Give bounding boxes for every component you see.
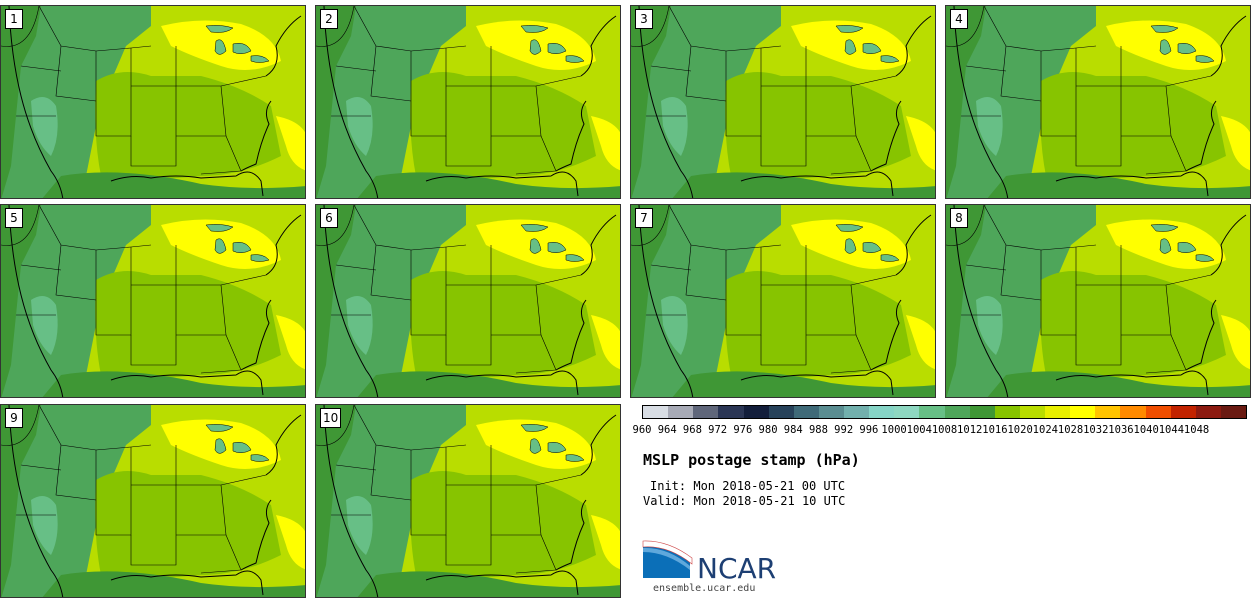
member-label: 6	[320, 208, 338, 228]
colorbar-swatch	[1120, 406, 1146, 418]
map-panel-2: 2	[315, 5, 621, 199]
colorbar-tick-label: 1008	[931, 424, 958, 436]
colorbar-tick-label: 992	[834, 424, 854, 436]
colorbar-tick-label: 1048	[1183, 424, 1210, 436]
colorbar-swatch	[818, 406, 844, 418]
member-label: 5	[5, 208, 23, 228]
colorbar-tick-label: 1024	[1032, 424, 1058, 436]
colorbar-swatch	[1070, 406, 1096, 418]
member-label: 4	[950, 9, 968, 29]
map-panel-3: 3	[630, 5, 936, 199]
colorbar-tick-label: 1020	[1007, 424, 1033, 436]
colorbar-tick-label: 1028	[1057, 424, 1084, 436]
map-panel-5: 5	[0, 204, 306, 398]
map-panel-4: 4	[945, 5, 1251, 199]
colorbar-tick-label: 996	[859, 424, 879, 436]
colorbar-ticks: 960 964 968 972 976 980 984 988 992 996 1000 1004 10…	[633, 424, 1247, 438]
map-panel-8: 8	[945, 204, 1251, 398]
member-label: 7	[635, 208, 653, 228]
member-label: 1	[5, 9, 23, 29]
colorbar-tick-label: 976	[733, 424, 753, 436]
colorbar-swatch	[844, 406, 870, 418]
colorbar-swatch	[969, 406, 995, 418]
colorbar-swatch	[1095, 406, 1121, 418]
colorbar-tick-label: 960	[632, 424, 652, 436]
colorbar-swatch	[768, 406, 794, 418]
colorbar-swatch	[693, 406, 719, 418]
colorbar-tick-label: 972	[708, 424, 728, 436]
colorbar-tick-label: 980	[758, 424, 778, 436]
init-time: Init: Mon 2018-05-21 00 UTC	[650, 479, 846, 493]
map-panel-9: 9	[0, 404, 306, 598]
colorbar-swatch	[1170, 406, 1196, 418]
colorbar-tick-label: 1016	[982, 424, 1008, 436]
colorbar-swatch	[643, 406, 669, 418]
colorbar-tick-label: 1044	[1158, 424, 1185, 436]
colorbar-swatch	[1220, 406, 1246, 418]
colorbar-swatch	[994, 406, 1020, 418]
map-panel-10: 10	[315, 404, 621, 598]
colorbar-swatch	[1145, 406, 1171, 418]
member-label: 10	[320, 408, 342, 428]
colorbar-swatch	[793, 406, 819, 418]
colorbar-tick-label: 1012	[957, 424, 983, 436]
member-label: 9	[5, 408, 23, 428]
ncar-logo-text: NCAR	[697, 552, 777, 585]
colorbar-tick-label: 1000	[881, 424, 907, 436]
valid-time: Valid: Mon 2018-05-21 10 UTC	[643, 494, 846, 508]
colorbar-tick-label: 1040	[1133, 424, 1159, 436]
colorbar-swatch	[1019, 406, 1045, 418]
logo-url: ensemble.ucar.edu	[653, 583, 756, 594]
colorbar	[642, 405, 1247, 419]
colorbar-tick-label: 984	[783, 424, 803, 436]
colorbar-swatch	[894, 406, 920, 418]
colorbar-tick-label: 968	[682, 424, 702, 436]
colorbar-tick-label: 1036	[1108, 424, 1134, 436]
colorbar-swatch	[1045, 406, 1071, 418]
map-panel-1: 1	[0, 5, 306, 199]
colorbar-swatch	[743, 406, 769, 418]
colorbar-swatch	[718, 406, 744, 418]
map-panel-7: 7	[630, 204, 936, 398]
colorbar-swatch	[668, 406, 694, 418]
figure-title: MSLP postage stamp (hPa)	[643, 451, 860, 469]
colorbar-tick-label: 1032	[1083, 424, 1109, 436]
colorbar-tick-label: 1004	[906, 424, 932, 436]
ncar-swoosh-icon	[642, 540, 693, 578]
colorbar-swatch	[869, 406, 895, 418]
member-label: 3	[635, 9, 653, 29]
colorbar-tick-label: 964	[657, 424, 677, 436]
member-label: 8	[950, 208, 968, 228]
colorbar-swatch	[1195, 406, 1221, 418]
member-label: 2	[320, 9, 338, 29]
map-panel-6: 6	[315, 204, 621, 398]
colorbar-swatch	[919, 406, 945, 418]
colorbar-tick-label: 988	[808, 424, 828, 436]
colorbar-swatch	[944, 406, 970, 418]
